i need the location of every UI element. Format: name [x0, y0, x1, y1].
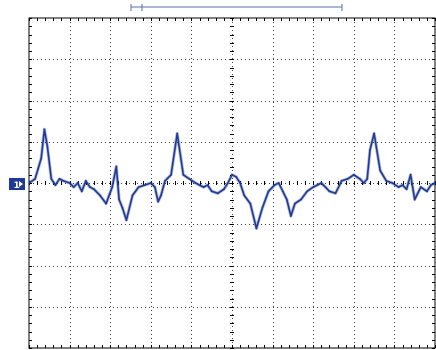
waveform-sample-point: [391, 182, 394, 184]
waveform-sample-point: [294, 202, 296, 205]
waveform-sample-point: [320, 182, 323, 184]
waveform-sample-point: [121, 206, 124, 209]
waveform-sample-point: [328, 190, 331, 193]
waveform-sample-point: [249, 202, 252, 205]
ground-marker-body: [9, 178, 25, 190]
waveform-sample-point: [434, 182, 436, 184]
waveform-sample-point: [324, 186, 327, 189]
waveform-sample-point: [93, 188, 95, 191]
waveform-sample-point: [194, 182, 197, 184]
waveform-sample-point: [137, 186, 140, 189]
waveform-sample-point: [157, 200, 160, 203]
waveform-sample-point: [160, 194, 162, 197]
waveform-sample-point: [28, 182, 30, 184]
waveform-sample-point: [54, 184, 57, 187]
trigger-position-marker-icon[interactable]: [130, 4, 343, 11]
waveform-sample-point: [340, 180, 343, 182]
waveform-sample-point: [202, 186, 205, 189]
waveform-sample-point: [99, 194, 101, 197]
waveform-sample-point: [80, 190, 83, 193]
waveform-sample-point: [385, 180, 388, 182]
waveform-sample-point: [143, 184, 146, 187]
waveform-sample-point: [334, 192, 337, 195]
waveform-sample-point: [176, 132, 179, 135]
waveform-sample-point: [366, 178, 369, 180]
waveform-sample-point: [131, 194, 134, 197]
waveform-sample-point: [419, 186, 422, 189]
waveform-sample-point: [210, 190, 213, 193]
waveform-sample-point: [397, 186, 400, 189]
waveform-sample-point: [369, 149, 371, 151]
waveform-sample-point: [306, 190, 308, 193]
waveform-trace: [28, 127, 436, 230]
waveform-sample-point: [84, 180, 87, 182]
waveform-sample-point: [373, 132, 375, 135]
waveform-sample-point: [46, 145, 49, 147]
waveform-sample-point: [105, 202, 107, 205]
waveform-sample-point: [261, 206, 264, 209]
waveform-sample-point: [125, 219, 128, 222]
waveform-sample-point: [273, 184, 276, 187]
waveform-sample-point: [401, 184, 404, 187]
waveform-sample-point: [426, 190, 428, 193]
waveform-sample-point: [300, 198, 302, 201]
waveform-sample-point: [170, 173, 173, 176]
waveform-sample-point: [206, 184, 209, 187]
waveform-sample-point: [149, 182, 152, 184]
waveform-sample-point: [405, 188, 408, 191]
waveform-sample-point: [255, 227, 258, 230]
waveform-sample-point: [216, 192, 219, 195]
waveform-sample-point: [359, 178, 361, 180]
waveform-sample-point: [154, 186, 156, 189]
waveform-sample-point: [235, 175, 238, 178]
waveform-sample-point: [118, 198, 120, 201]
waveform-sample-point: [34, 178, 36, 180]
waveform-sample-point: [290, 215, 292, 217]
waveform-sample-point: [111, 186, 114, 189]
waveform-sample-point: [267, 190, 270, 193]
waveform-sample-point: [231, 173, 233, 176]
waveform-sample-point: [58, 178, 61, 180]
waveform-sample-point: [430, 184, 432, 187]
waveform-sample-point: [72, 186, 75, 189]
waveform-sample-point: [281, 190, 284, 193]
waveform-sample-point: [68, 182, 71, 184]
waveform-sample-point: [409, 173, 412, 176]
waveform-sample-point: [277, 182, 280, 184]
waveform-sample-point: [89, 186, 91, 189]
ground-level-marker-icon[interactable]: 1: [9, 178, 25, 191]
waveform-sample-point: [182, 173, 185, 176]
waveform-sample-point: [316, 184, 319, 187]
waveform-sample-point: [50, 178, 53, 180]
ground-marker-arrow: [19, 181, 23, 187]
waveform-sample-point: [62, 180, 65, 182]
waveform-sample-point: [312, 186, 315, 189]
waveform-sample-point: [40, 157, 43, 160]
waveform-sample-point: [115, 165, 118, 168]
waveform-sample-point: [43, 128, 46, 131]
waveform-sample-point: [352, 173, 355, 176]
waveform-sample-point: [243, 194, 246, 197]
waveform-sample-point: [346, 178, 349, 180]
waveform-sample-point: [227, 182, 229, 184]
ground-marker-label: 1: [14, 181, 20, 191]
waveform-sample-point: [285, 198, 288, 201]
waveform-sample-point: [239, 182, 242, 184]
waveform-sample-point: [413, 198, 416, 201]
waveform-sample-point: [76, 182, 79, 184]
waveform-sample-point: [188, 178, 191, 180]
waveform-sample-point: [223, 188, 225, 191]
waveform-sample-point: [379, 169, 382, 172]
waveform-sample-point: [363, 182, 365, 184]
waveform-sample-point: [164, 180, 166, 182]
waveform-sample-point: [198, 184, 201, 187]
